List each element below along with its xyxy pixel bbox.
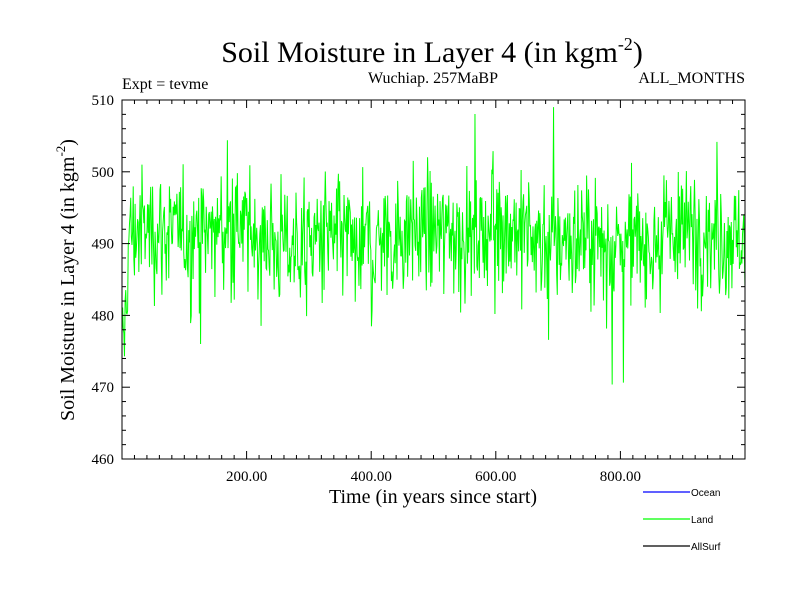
y-tick-label: 470 bbox=[92, 380, 115, 396]
legend-allsurf-label: AllSurf bbox=[691, 542, 721, 553]
x-axis-label: Time (in years since start) bbox=[329, 486, 537, 508]
y-tick-label: 460 bbox=[92, 452, 115, 468]
x-axis: 200.00 400.00 600.00 800.00 bbox=[133, 100, 734, 485]
y-tick-label: 510 bbox=[92, 93, 115, 109]
months-label: ALL_MONTHS bbox=[638, 70, 745, 87]
y-tick-label: 480 bbox=[92, 308, 115, 324]
y-axis: 460 470 480 490 500 510 bbox=[92, 93, 745, 468]
series-group bbox=[122, 107, 745, 385]
x-tick-label: 600.00 bbox=[475, 469, 516, 485]
legend-land-label: Land bbox=[691, 515, 713, 526]
x-tick-label: 800.00 bbox=[600, 469, 641, 485]
y-axis-label: Soil Moisture in Layer 4 (in kgm-2) bbox=[53, 139, 79, 421]
x-tick-label: 400.00 bbox=[351, 469, 392, 485]
experiment-label: Expt = tevme bbox=[122, 76, 208, 93]
y-tick-label: 500 bbox=[92, 165, 115, 181]
legend-ocean-label: Ocean bbox=[691, 488, 720, 499]
period-label: Wuchiap. 257MaBP bbox=[368, 70, 498, 87]
x-tick-label: 200.00 bbox=[226, 469, 267, 485]
series-line-land bbox=[122, 107, 745, 385]
chart-title: Soil Moisture in Layer 4 (in kgm-2) bbox=[221, 34, 643, 69]
legend: Ocean Land AllSurf bbox=[643, 488, 721, 553]
y-tick-label: 490 bbox=[92, 237, 115, 253]
